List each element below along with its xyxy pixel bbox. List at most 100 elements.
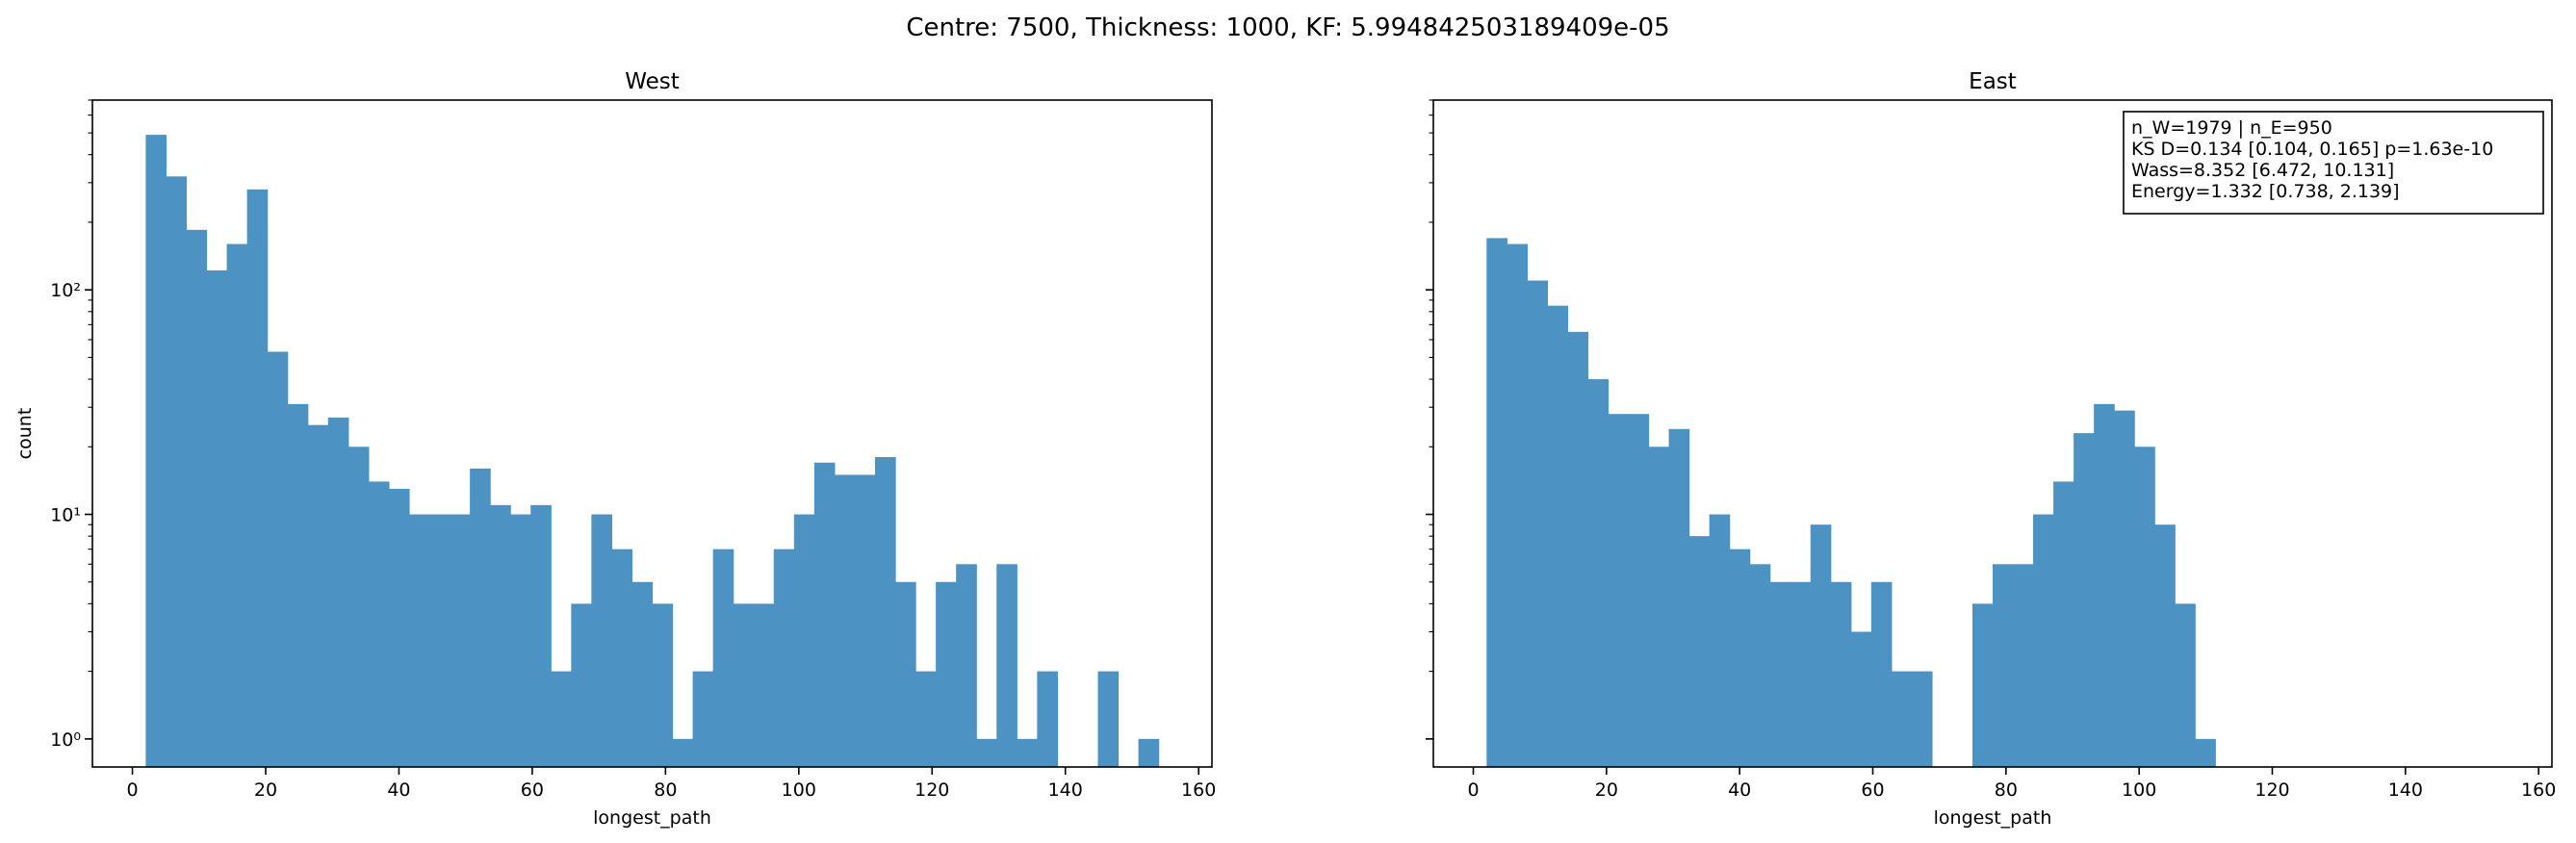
histogram-bar [1749, 564, 1771, 767]
histogram-bar [2114, 410, 2135, 767]
histogram-bar [1850, 631, 1872, 767]
histogram-bar [2033, 514, 2054, 767]
y-tick-label: 10⁰ [50, 729, 81, 751]
east-x-ticks: 0 20 40 60 80 100 120 140 160 [1467, 767, 2556, 801]
histogram-bar [874, 456, 896, 767]
histogram-bar [1628, 414, 1650, 767]
histogram-bar [1769, 581, 1791, 767]
west-y-ticks: 10⁰ 10¹ 10² [50, 99, 92, 751]
histogram-bar [996, 564, 1018, 767]
histogram-bar [2013, 564, 2034, 767]
histogram-bar [551, 671, 572, 767]
histogram-bar [307, 424, 329, 767]
histogram-bar [490, 504, 511, 767]
histogram-bar [571, 603, 592, 767]
histogram-bar [712, 549, 734, 767]
histogram-bar [1810, 524, 1832, 767]
histogram-bar [2154, 524, 2176, 767]
x-tick-label: 60 [1861, 779, 1884, 801]
annotation-line-energy: Energy=1.332 [0.738, 2.139] [2131, 181, 2400, 202]
histogram-bar [813, 462, 836, 767]
histogram-bar [652, 603, 674, 767]
histogram-bar [1911, 671, 1933, 767]
histogram-bar [2134, 447, 2155, 767]
x-tick-label: 20 [1595, 779, 1618, 801]
x-tick-label: 80 [1995, 779, 2018, 801]
histogram-bar [388, 488, 410, 767]
histogram-bar [753, 603, 775, 767]
histogram-bar [450, 514, 471, 767]
x-tick-label: 160 [2521, 779, 2556, 801]
x-tick-label: 160 [1181, 779, 1216, 801]
east-bars [1486, 238, 2216, 767]
histogram-bar [1891, 671, 1913, 767]
histogram-bar [246, 189, 269, 768]
west-axes-frame [91, 99, 1213, 768]
histogram-bar [470, 468, 491, 767]
histogram-bar [834, 474, 856, 767]
y-tick-label: 10¹ [50, 505, 81, 526]
east-histogram-panel: 0 20 40 60 80 100 120 140 160 East longest_path … [1426, 69, 2556, 829]
histogram-bar [2094, 403, 2115, 767]
histogram-bar [591, 514, 613, 767]
east-y-ticks [1426, 99, 1433, 740]
histogram-bar [267, 351, 289, 767]
histogram-bar [793, 514, 815, 767]
histogram-bar [692, 671, 714, 767]
west-x-axis-label: longest_path [593, 807, 711, 829]
histogram-bar [1709, 514, 1731, 767]
annotation-line-sample-sizes: n_W=1979 | n_E=950 [2131, 117, 2332, 139]
histogram-bar [733, 603, 755, 767]
histogram-bar [1870, 581, 1893, 767]
x-tick-label: 40 [1728, 779, 1751, 801]
histogram-bar [895, 581, 916, 767]
histogram-bar [1688, 536, 1711, 767]
histogram-bar [1993, 564, 2014, 767]
x-tick-label: 120 [2254, 779, 2289, 801]
histogram-bar [1790, 581, 1812, 767]
histogram-bar [1527, 280, 1549, 767]
histogram-bar [2195, 738, 2216, 767]
x-tick-label: 140 [2388, 779, 2423, 801]
histogram-bar [1668, 428, 1690, 767]
west-histogram-panel: 0 20 40 60 80 100 120 140 160 10⁰ 10¹ 10² West lon… [14, 69, 1216, 829]
histogram-bar [936, 581, 957, 767]
annotation-line-ks: KS D=0.134 [0.104, 0.165] p=1.63e-10 [2131, 139, 2493, 160]
histogram-bar [956, 564, 977, 767]
histogram-bar [510, 514, 531, 767]
histogram-bar [429, 514, 451, 767]
histogram-bar [530, 504, 552, 767]
x-tick-label: 80 [654, 779, 677, 801]
histogram-bar [1729, 549, 1751, 767]
x-tick-label: 100 [2122, 779, 2156, 801]
west-x-ticks: 0 20 40 60 80 100 120 140 160 [126, 767, 1216, 801]
x-tick-label: 20 [254, 779, 277, 801]
histogram-bar [226, 243, 248, 767]
histogram-bar [1507, 243, 1528, 767]
histogram-bar [1097, 671, 1120, 767]
east-axes-frame [1432, 99, 2553, 768]
y-tick-label: 10² [50, 280, 81, 301]
histogram-bar [145, 135, 167, 768]
histogram-bar [1830, 581, 1852, 767]
histogram-bar [1486, 238, 1507, 767]
histogram-bar [1138, 738, 1160, 767]
east-title: East [1969, 69, 2017, 94]
histogram-bar [2053, 481, 2074, 767]
west-y-axis-label: count [14, 408, 36, 460]
histogram-bar [1587, 379, 1610, 767]
histogram-bar [1037, 671, 1058, 767]
histogram-bar [976, 738, 997, 767]
histogram-bar [408, 514, 430, 767]
x-tick-label: 120 [914, 779, 949, 801]
histogram-bar [1547, 305, 1569, 767]
histogram-bar [915, 671, 937, 767]
histogram-bar [327, 417, 349, 767]
histogram-bar [166, 176, 188, 767]
histogram-bar [672, 738, 694, 767]
histogram-bar [611, 549, 633, 767]
x-tick-label: 0 [1467, 779, 1479, 801]
histogram-bar [1648, 447, 1670, 767]
histogram-bar [348, 447, 370, 767]
